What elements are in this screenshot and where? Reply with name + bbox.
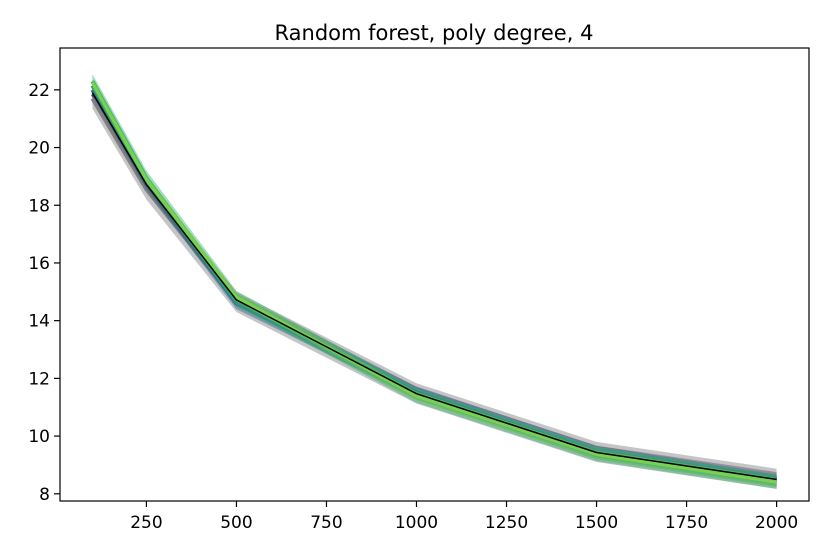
series-1-line — [90, 97, 777, 481]
y-tick-label: 10 — [28, 427, 50, 447]
series-0-band — [92, 88, 777, 484]
series-layer — [90, 74, 777, 489]
y-tick-label: 20 — [28, 139, 50, 159]
series-0-line — [91, 93, 777, 480]
y-tick-label: 22 — [28, 81, 50, 101]
x-tick-label: 2000 — [755, 513, 798, 533]
series-3-line — [90, 84, 777, 484]
series-4-line — [90, 80, 777, 484]
y-tick-label: 16 — [28, 254, 50, 274]
y-tick-label: 14 — [28, 312, 50, 332]
plot-frame — [59, 47, 810, 502]
x-tick-label: 750 — [310, 513, 342, 533]
series-1-band — [92, 88, 777, 489]
y-tick-label: 8 — [39, 485, 50, 505]
y-tick-label: 18 — [28, 196, 50, 216]
series-3-band — [92, 79, 777, 487]
series-5-line — [91, 81, 777, 484]
x-tick-label: 500 — [220, 513, 252, 533]
x-axis-ticks: 250 500 750 1000 1250 1500 1750 2000 — [130, 501, 798, 533]
x-tick-label: 1500 — [575, 513, 618, 533]
series-5-band — [92, 78, 777, 487]
series-4-band — [92, 74, 777, 489]
series-2-band — [92, 84, 777, 486]
x-tick-label: 1750 — [665, 513, 708, 533]
series-2-line — [90, 88, 777, 483]
y-axis-ticks: 8 10 12 14 16 18 20 22 — [28, 81, 60, 505]
chart-title: Random forest, poly degree, 4 — [275, 21, 594, 45]
series-6-line — [91, 92, 777, 481]
x-tick-label: 1250 — [485, 513, 528, 533]
y-tick-label: 12 — [28, 369, 50, 389]
x-tick-label: 1000 — [395, 513, 438, 533]
x-tick-label: 250 — [130, 513, 162, 533]
